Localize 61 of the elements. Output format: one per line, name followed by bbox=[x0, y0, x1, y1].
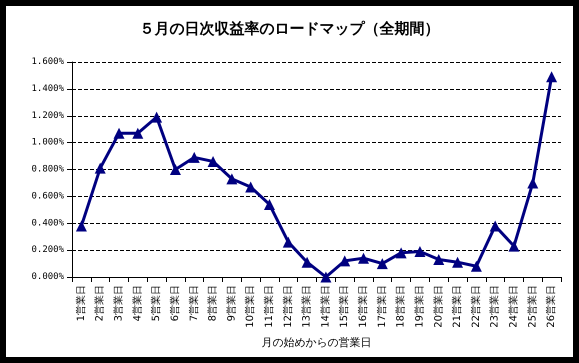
point bbox=[151, 112, 162, 123]
x-tick-label: 7営業日 bbox=[188, 285, 200, 322]
point bbox=[226, 173, 238, 184]
point bbox=[320, 272, 332, 282]
point bbox=[452, 256, 464, 268]
point bbox=[302, 256, 313, 268]
point bbox=[132, 128, 144, 139]
point bbox=[76, 220, 87, 232]
point bbox=[527, 177, 538, 188]
point bbox=[470, 260, 482, 272]
x-tick-label: 11営業日 bbox=[262, 285, 275, 328]
x-tick-label: 4営業日 bbox=[131, 285, 144, 322]
x-axis-title: 月の始めからの営業日 bbox=[262, 336, 372, 349]
point bbox=[170, 164, 181, 175]
point bbox=[188, 152, 200, 163]
x-tick-label: 13営業日 bbox=[300, 285, 313, 328]
point bbox=[414, 246, 426, 257]
point bbox=[282, 236, 294, 248]
x-tick-label: 20営業日 bbox=[432, 285, 444, 328]
x-tick-label: 10営業日 bbox=[244, 285, 256, 328]
x-tick-label: 1営業日 bbox=[74, 285, 87, 322]
x-tick-label: 25営業日 bbox=[526, 285, 538, 328]
y-tick-label: 1.600% bbox=[31, 57, 65, 67]
chart-title: ５月の日次収益率のロードマップ（全期間） bbox=[140, 20, 440, 38]
point bbox=[546, 71, 558, 82]
x-tick-label: 8営業日 bbox=[206, 285, 219, 322]
point bbox=[264, 198, 275, 210]
point bbox=[114, 128, 125, 139]
y-tick-label: 0.200% bbox=[31, 245, 65, 256]
y-tick-label: 0.000% bbox=[31, 272, 65, 282]
x-tick-label: 14営業日 bbox=[319, 285, 332, 328]
y-tick-label: 1.200% bbox=[31, 110, 65, 121]
x-tick-label: 2営業日 bbox=[94, 285, 106, 322]
x-tick-label: 6営業日 bbox=[168, 285, 181, 322]
point bbox=[94, 162, 106, 174]
point bbox=[396, 247, 407, 258]
x-tick-label: 16営業日 bbox=[357, 285, 370, 328]
x-tick-label: 21営業日 bbox=[451, 285, 464, 328]
point bbox=[490, 220, 501, 232]
point bbox=[376, 258, 388, 270]
point bbox=[339, 255, 350, 266]
y-tick-label: 0.800% bbox=[31, 164, 65, 174]
x-tick-label: 26営業日 bbox=[545, 285, 558, 328]
x-tick-label: 17営業日 bbox=[376, 285, 388, 328]
x-tick-label: 18営業日 bbox=[394, 285, 407, 328]
point bbox=[433, 254, 444, 266]
x-tick-label: 22営業日 bbox=[470, 285, 482, 328]
x-tick-label: 9営業日 bbox=[225, 285, 238, 322]
x-tick-label: 19営業日 bbox=[413, 285, 426, 328]
x-tick-label: 5営業日 bbox=[150, 285, 162, 322]
x-tick-label: 12営業日 bbox=[282, 285, 294, 328]
x-tick-label: 15営業日 bbox=[338, 285, 350, 328]
point bbox=[358, 252, 370, 264]
y-tick-label: 0.600% bbox=[31, 191, 65, 202]
point bbox=[508, 240, 520, 252]
x-tick-label: 24営業日 bbox=[507, 285, 520, 328]
x-tick-label: 3営業日 bbox=[112, 285, 125, 322]
x-tick-label: 23営業日 bbox=[488, 285, 501, 328]
y-tick-label: 1.400% bbox=[31, 84, 65, 94]
y-tick-label: 1.000% bbox=[31, 138, 65, 148]
y-tick-label: 0.400% bbox=[31, 218, 65, 228]
